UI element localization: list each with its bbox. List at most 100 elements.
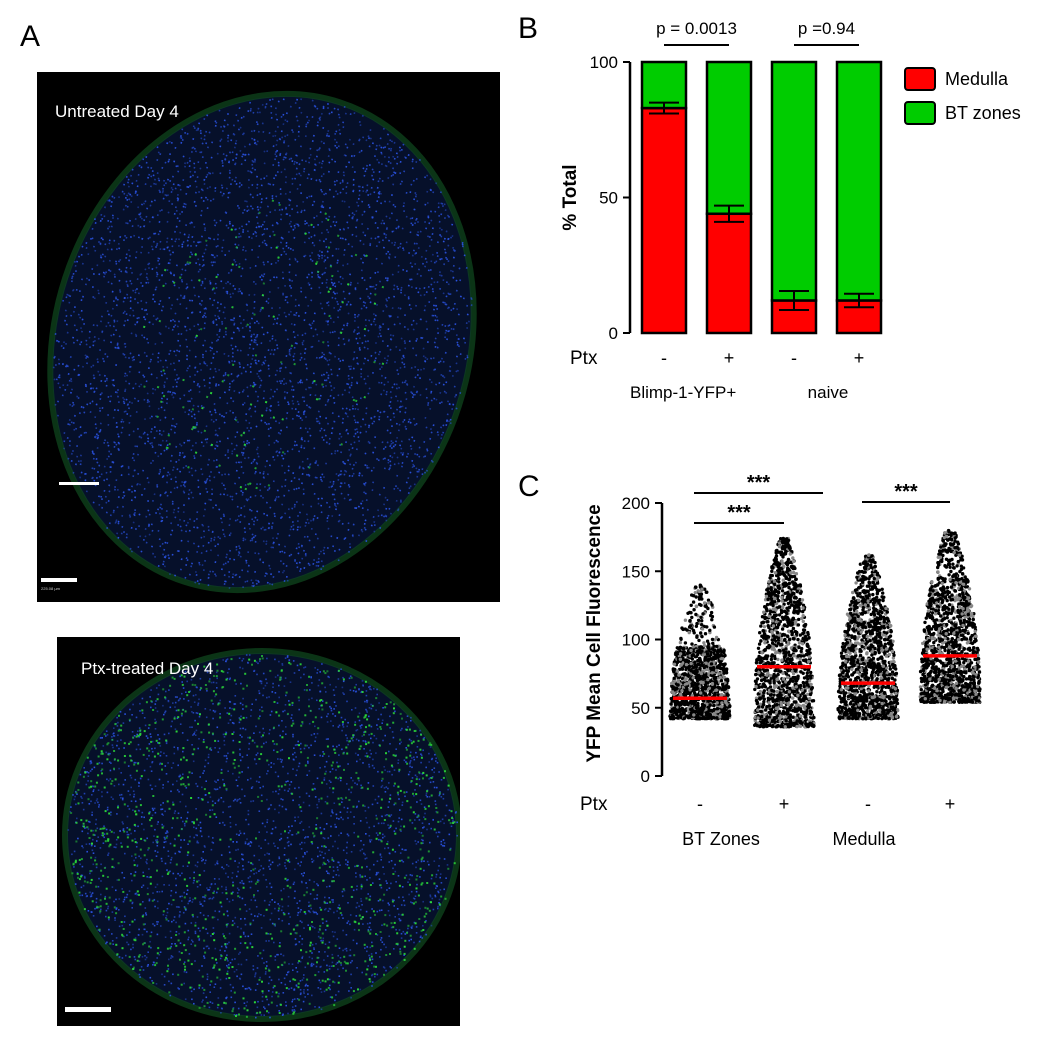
nucleus-dot <box>250 913 253 916</box>
nucleus-dot <box>186 893 188 895</box>
nucleus-dot <box>118 767 120 770</box>
nucleus-dot <box>236 975 238 978</box>
nucleus-dot <box>152 841 154 844</box>
nucleus-dot <box>326 964 328 967</box>
nucleus-dot <box>388 770 391 773</box>
nucleus-dot <box>295 756 297 758</box>
nucleus-dot <box>334 931 336 934</box>
nucleus-dot <box>248 654 251 656</box>
nucleus-dot <box>333 708 335 710</box>
nucleus-dot <box>315 965 318 968</box>
nucleus-dot <box>340 964 342 966</box>
nucleus-dot <box>247 861 250 863</box>
nucleus-dot <box>360 908 362 911</box>
nucleus-dot <box>269 729 271 731</box>
nucleus-dot <box>182 911 185 914</box>
nucleus-dot <box>238 953 240 955</box>
nucleus-dot <box>153 924 156 927</box>
nucleus-dot <box>331 961 334 964</box>
nucleus-dot <box>371 981 374 983</box>
nucleus-dot <box>74 883 77 885</box>
nucleus-dot <box>198 969 201 972</box>
nucleus-dot <box>413 941 415 944</box>
nucleus-dot <box>260 914 262 916</box>
nucleus-dot <box>223 739 225 742</box>
nucleus-dot <box>324 765 326 768</box>
nucleus-dot <box>225 888 227 891</box>
nucleus-dot <box>332 791 334 794</box>
tissue-section <box>62 648 460 1022</box>
nucleus-dot <box>115 889 117 892</box>
nucleus-dot <box>146 858 148 861</box>
nucleus-dot <box>229 805 232 808</box>
nucleus-dot <box>361 735 364 737</box>
nucleus-dot <box>394 916 396 918</box>
nucleus-dot <box>268 853 270 855</box>
nucleus-dot <box>143 828 145 831</box>
nucleus-dot <box>332 901 334 903</box>
nucleus-dot <box>302 829 305 831</box>
nucleus-dot <box>235 779 238 781</box>
nucleus-dot <box>122 783 125 786</box>
nucleus-dot <box>133 761 136 764</box>
nucleus-dot <box>183 891 185 894</box>
nucleus-dot <box>370 737 372 740</box>
nucleus-dot <box>270 710 273 713</box>
nucleus-dot <box>416 801 418 803</box>
nucleus-dot <box>247 766 249 769</box>
nucleus-dot <box>376 688 378 691</box>
nucleus-dot <box>296 664 299 667</box>
nucleus-dot <box>201 965 203 967</box>
nucleus-dot <box>240 963 243 966</box>
nucleus-dot <box>156 851 159 853</box>
nucleus-dot <box>126 827 129 829</box>
nucleus-dot <box>420 761 422 764</box>
nucleus-dot <box>181 872 183 875</box>
nucleus-dot <box>315 796 317 798</box>
nucleus-dot <box>431 897 434 900</box>
nucleus-dot <box>115 843 118 846</box>
nucleus-dot <box>195 729 198 732</box>
nucleus-dot <box>220 797 223 799</box>
nucleus-dot <box>201 786 203 789</box>
nucleus-dot <box>141 811 144 814</box>
nucleus-dot <box>196 886 199 888</box>
nucleus-dot <box>278 978 280 981</box>
nucleus-dot <box>302 801 305 804</box>
nucleus-dot <box>196 861 199 864</box>
nucleus-dot <box>300 861 302 863</box>
nucleus-dot <box>331 768 334 770</box>
nucleus-dot <box>103 935 106 937</box>
nucleus-dot <box>434 803 437 806</box>
nucleus-dot <box>320 812 323 815</box>
nucleus-dot <box>340 668 342 670</box>
nucleus-dot <box>425 794 428 797</box>
nucleus-dot <box>168 980 170 983</box>
nucleus-dot <box>98 762 101 764</box>
nucleus-dot <box>269 863 272 866</box>
nucleus-dot <box>165 914 168 917</box>
nucleus-dot <box>324 951 326 953</box>
nucleus-dot <box>441 844 444 847</box>
nucleus-dot <box>318 800 320 803</box>
nucleus-dot <box>393 948 395 950</box>
nucleus-dot <box>335 994 337 996</box>
nucleus-dot <box>440 796 443 798</box>
nucleus-dot <box>92 852 95 854</box>
nucleus-dot <box>102 842 105 844</box>
nucleus-dot <box>222 821 224 824</box>
nucleus-dot <box>201 1001 203 1003</box>
nucleus-dot <box>146 737 149 739</box>
nucleus-dot <box>380 948 382 951</box>
nucleus-dot <box>245 654 248 656</box>
nucleus-dot <box>274 955 277 958</box>
nucleus-dot <box>216 962 218 964</box>
nucleus-dot <box>314 1006 316 1008</box>
nucleus-dot <box>375 709 377 711</box>
nucleus-dot <box>144 724 147 727</box>
nucleus-dot <box>254 915 256 917</box>
nucleus-dot <box>301 722 304 725</box>
nucleus-dot <box>398 798 400 800</box>
nucleus-dot <box>194 930 197 933</box>
nucleus-dot <box>117 721 119 724</box>
